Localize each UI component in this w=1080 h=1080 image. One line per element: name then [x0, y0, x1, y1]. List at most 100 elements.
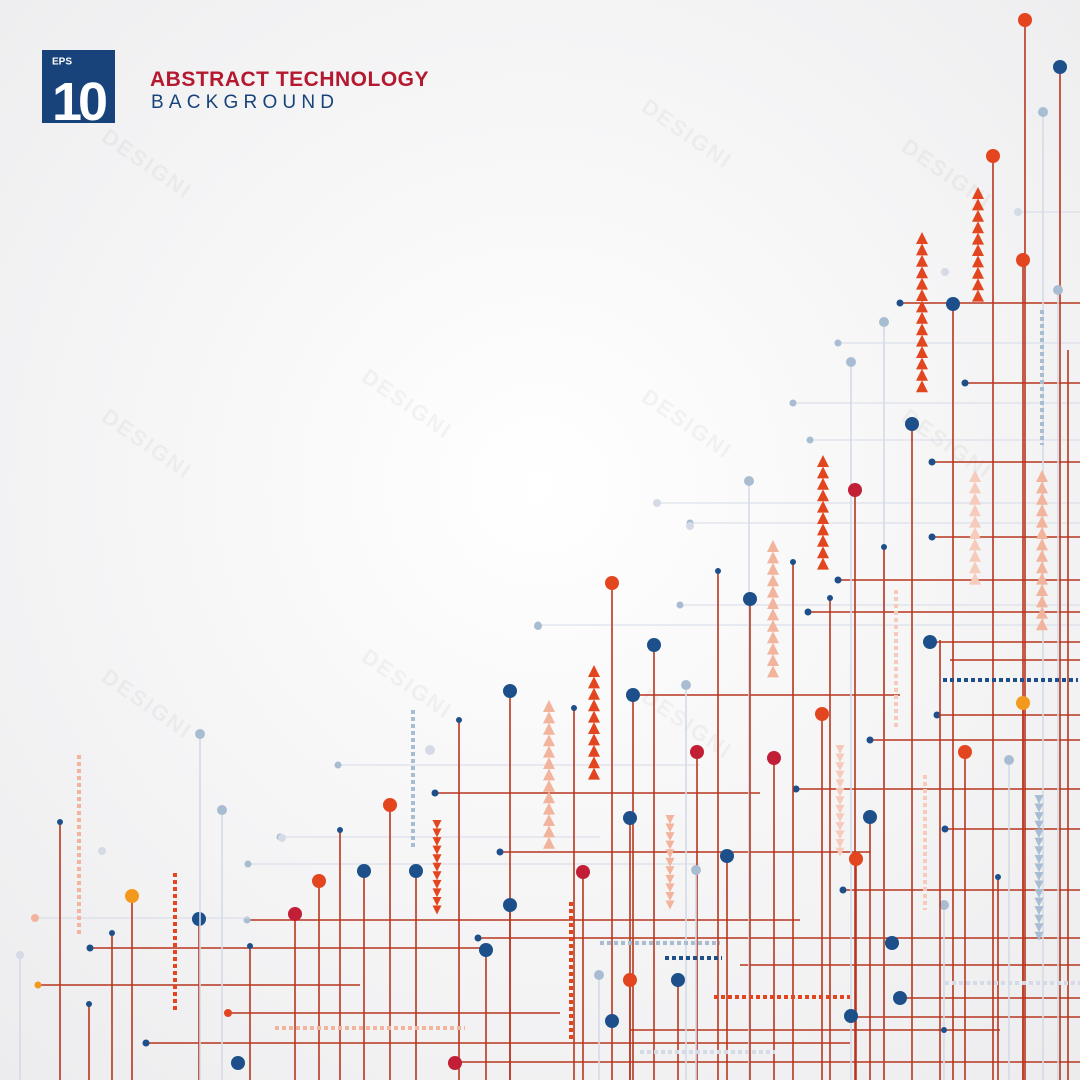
node: [691, 865, 701, 875]
triangle: [767, 597, 779, 609]
triangle: [916, 368, 928, 381]
node: [623, 973, 637, 987]
triangle: [767, 540, 779, 552]
node: [839, 886, 847, 894]
node: [192, 912, 206, 926]
node: [1053, 285, 1063, 295]
node: [941, 1027, 947, 1033]
triangle: [1036, 572, 1048, 585]
triangle: [817, 546, 829, 559]
triangle: [972, 244, 984, 256]
node: [789, 399, 797, 407]
triangle: [588, 676, 600, 689]
triangle: [588, 744, 600, 757]
triangle: [1034, 880, 1044, 890]
triangle: [665, 849, 675, 859]
triangle: [835, 821, 845, 831]
triangle: [1036, 481, 1048, 494]
node: [1004, 755, 1014, 765]
node: [681, 680, 691, 690]
node: [866, 736, 874, 744]
node: [576, 865, 590, 879]
triangle: [972, 187, 984, 199]
triangle: [1034, 795, 1044, 804]
triangle: [835, 830, 845, 840]
node: [244, 860, 252, 868]
node: [16, 951, 24, 959]
triangle: [432, 871, 442, 881]
node: [288, 907, 302, 921]
triangle: [432, 896, 442, 906]
triangle: [1036, 515, 1048, 528]
triangle: [1034, 906, 1044, 916]
triangle: [543, 768, 555, 781]
triangle: [916, 334, 928, 347]
node: [496, 848, 504, 856]
triangle: [588, 756, 600, 769]
triangle: [543, 700, 555, 712]
triangle: [767, 608, 779, 621]
triangle: [767, 654, 779, 666]
triangle: [835, 813, 845, 823]
triangle: [916, 300, 928, 313]
triangle: [1036, 595, 1048, 608]
node: [834, 339, 842, 347]
triangle: [588, 687, 600, 700]
triangle: [969, 572, 981, 585]
triangle: [916, 323, 928, 336]
triangle: [1036, 606, 1048, 619]
node: [844, 1009, 858, 1023]
node: [278, 834, 286, 842]
node: [57, 819, 63, 825]
node: [623, 811, 637, 825]
triangle: [835, 753, 845, 763]
node: [686, 522, 694, 530]
logo-format: EPS: [52, 57, 72, 68]
node: [605, 1014, 619, 1028]
node: [893, 991, 907, 1005]
triangle: [969, 481, 981, 494]
triangle: [972, 289, 984, 302]
triangle: [1036, 527, 1048, 539]
triangle: [817, 512, 829, 524]
triangle: [767, 551, 779, 564]
node: [247, 943, 253, 949]
triangle: [835, 796, 845, 806]
node: [653, 499, 661, 507]
node: [961, 379, 969, 387]
triangle: [665, 866, 675, 876]
node: [690, 745, 704, 759]
node: [195, 729, 205, 739]
triangle: [543, 825, 555, 838]
triangle: [665, 857, 675, 867]
node: [125, 889, 139, 903]
node: [231, 1056, 245, 1070]
node: [767, 751, 781, 765]
triangle: [432, 888, 442, 898]
triangle: [1034, 914, 1044, 924]
triangle: [835, 839, 845, 849]
subtitle: BACKGROUND: [151, 92, 339, 113]
triangle: [972, 232, 984, 245]
triangle: [835, 770, 845, 780]
triangle: [1036, 470, 1048, 482]
logo-version: 10: [52, 72, 106, 132]
triangle: [835, 847, 845, 857]
triangle: [432, 845, 442, 855]
triangle: [543, 734, 555, 747]
triangle: [1036, 561, 1048, 574]
triangle: [543, 745, 555, 758]
logo-box: [42, 50, 115, 123]
triangle: [1034, 931, 1044, 941]
triangle: [916, 289, 928, 301]
triangle: [835, 762, 845, 772]
triangle: [665, 832, 675, 842]
triangle: [1034, 803, 1044, 813]
node: [503, 898, 517, 912]
node: [834, 576, 842, 584]
triangle: [969, 538, 981, 551]
triangle: [916, 277, 928, 290]
node: [605, 576, 619, 590]
